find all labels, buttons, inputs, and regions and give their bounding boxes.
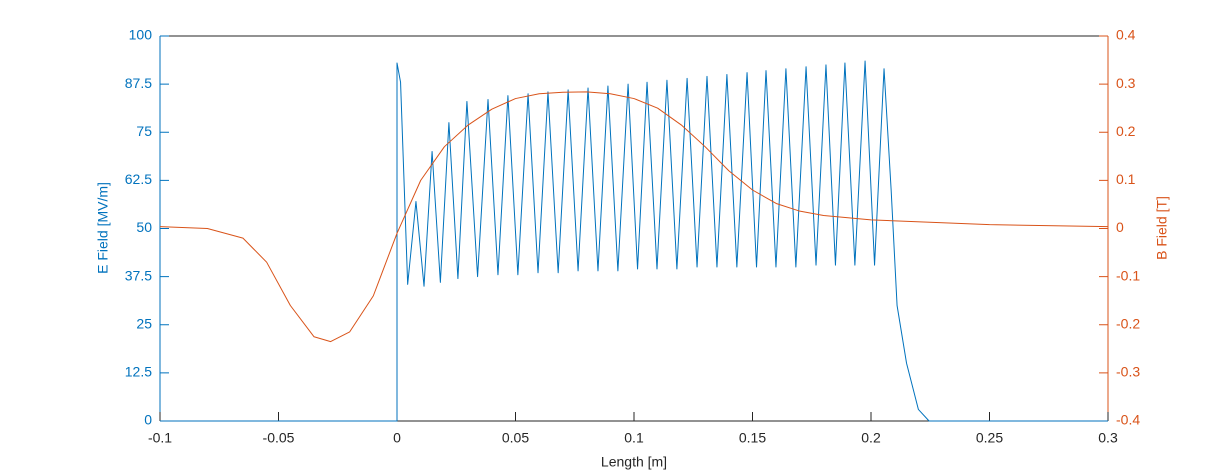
x-tick-label: 0 [393, 430, 401, 446]
y2-tick-label: 0.1 [1116, 171, 1136, 187]
x-tick-label: 0.1 [624, 430, 644, 446]
y2-axis-label: B Field [T] [1154, 196, 1170, 260]
y2-tick-label: -0.4 [1116, 412, 1140, 428]
y2-tick-label: 0.2 [1116, 123, 1136, 139]
x-tick-label: 0.2 [861, 430, 881, 446]
y2-tick-label: 0 [1116, 219, 1124, 235]
y-tick-label: 50 [136, 219, 152, 235]
x-tick-label: -0.05 [263, 430, 295, 446]
y2-tick-label: 0.3 [1116, 75, 1136, 91]
x-tick-label: 0.15 [739, 430, 766, 446]
y-tick-label: 25 [136, 315, 152, 331]
y2-tick-label: 0.4 [1116, 27, 1136, 43]
y2-tick-label: -0.3 [1116, 364, 1140, 380]
x-tick-label: 0.3 [1098, 430, 1118, 446]
data-line [159, 91, 1109, 343]
y-tick-label: 12.5 [125, 364, 152, 380]
x-tick-label: 0.05 [502, 430, 529, 446]
y-tick-label: 75 [136, 123, 152, 139]
x-tick-label: -0.1 [148, 430, 172, 446]
x-axis-label: Length [m] [601, 454, 667, 470]
y-tick-label: 100 [129, 27, 153, 43]
y-tick-label: 37.5 [125, 267, 152, 283]
y-tick-label: 87.5 [125, 75, 152, 91]
y-tick-label: 62.5 [125, 171, 152, 187]
y-tick-label: 0 [144, 412, 152, 428]
y2-tick-label: -0.2 [1116, 315, 1140, 331]
x-tick-label: 0.25 [976, 430, 1003, 446]
y-axis-label: E Field [MV/m] [95, 182, 111, 274]
data-line [160, 60, 1108, 422]
y2-tick-label: -0.1 [1116, 267, 1140, 283]
